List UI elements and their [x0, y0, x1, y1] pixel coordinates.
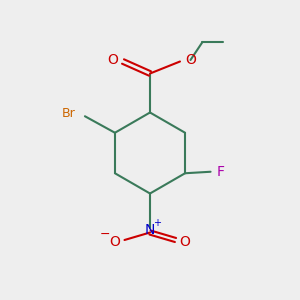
Text: O: O [185, 53, 196, 67]
Text: O: O [180, 235, 190, 248]
Text: O: O [107, 53, 118, 67]
Text: −: − [100, 228, 110, 241]
Text: O: O [110, 235, 120, 248]
Text: +: + [153, 218, 160, 228]
Text: Br: Br [61, 107, 75, 120]
Text: N: N [145, 224, 155, 237]
Text: F: F [216, 165, 224, 179]
